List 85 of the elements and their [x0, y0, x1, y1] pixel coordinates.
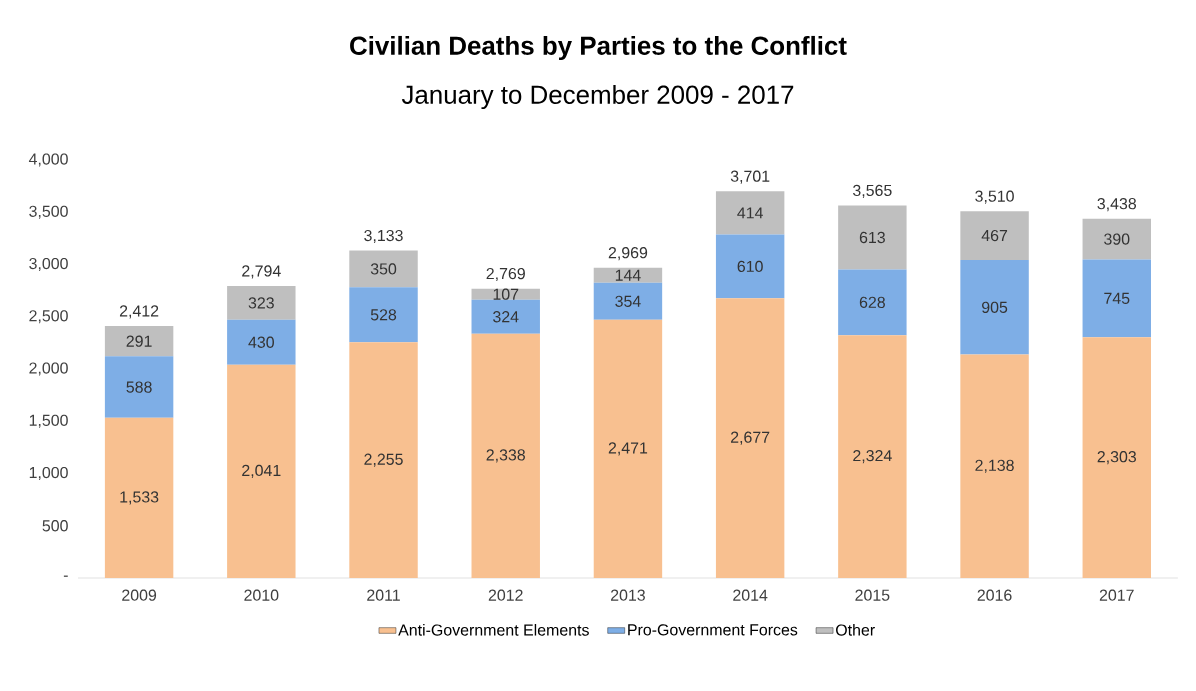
bar: [1082, 218, 1151, 260]
data-label: 323: [248, 297, 274, 309]
bar: [1082, 259, 1151, 338]
bar: [593, 319, 663, 578]
data-label: 107: [493, 288, 519, 300]
data-label: 905: [982, 301, 1008, 313]
bar: [349, 342, 418, 578]
data-label: 2,255: [364, 453, 403, 467]
x-tick-label: 2016: [977, 589, 1012, 601]
chart-title: Civilian Deaths by Parties to the Conflict: [350, 35, 847, 61]
data-label: 324: [493, 311, 519, 323]
bar: [838, 205, 907, 270]
x-tick-label: 2012: [488, 589, 523, 601]
data-label: 350: [370, 263, 397, 275]
chart-subtitle: January to December 2009 - 2017: [401, 84, 794, 110]
data-label: 528: [370, 309, 397, 321]
x-tick-label: 2011: [367, 589, 400, 601]
data-label: 354: [615, 295, 641, 307]
data-label: 414: [737, 207, 763, 219]
bar: [104, 356, 174, 418]
total-label: 3,510: [975, 190, 1014, 204]
bar: [349, 287, 418, 343]
data-label: 2,471: [608, 442, 648, 456]
total-label: 2,794: [242, 265, 281, 279]
data-label: 430: [248, 336, 274, 348]
bar: [227, 319, 296, 365]
bar: [471, 299, 540, 334]
total-label: 2,412: [119, 305, 159, 319]
data-label: 2,677: [731, 431, 770, 445]
y-tick-label: 4,000: [28, 153, 68, 167]
data-label: 610: [737, 260, 763, 273]
total-label: 3,701: [730, 170, 770, 184]
data-label: 2,338: [486, 449, 525, 463]
data-label: 1,533: [120, 491, 159, 505]
legend-label: Other: [836, 623, 875, 636]
bar: [715, 191, 785, 235]
total-label: 2,769: [486, 267, 525, 282]
x-tick-label: 2013: [611, 589, 645, 601]
y-tick-label: 1,000: [29, 466, 68, 481]
y-tick-label: 3,500: [29, 205, 68, 219]
x-tick-label: 2014: [733, 589, 768, 601]
legend-label: Pro-Government Forces: [628, 624, 798, 636]
bar: [960, 354, 1029, 578]
data-label: 2,041: [242, 464, 281, 478]
bar: [715, 298, 785, 578]
bar: [960, 260, 1029, 355]
data-label: 2,303: [1097, 451, 1137, 465]
bar: [838, 335, 907, 578]
data-label: 2,324: [853, 449, 892, 464]
bar: [349, 250, 418, 288]
y-tick-label: 3,000: [29, 257, 68, 272]
x-tick-label: 2009: [122, 589, 157, 601]
bar: [715, 234, 785, 299]
bar: [1082, 337, 1151, 578]
x-tick-label: 2017: [1099, 589, 1134, 601]
data-label: 628: [859, 296, 885, 308]
x-tick-label: 2015: [855, 589, 890, 601]
data-label: 745: [1104, 292, 1130, 304]
y-tick-label: 2,000: [29, 362, 68, 376]
data-label: 390: [1104, 233, 1130, 245]
bar: [227, 286, 296, 320]
data-label: 291: [126, 335, 152, 347]
bar: [960, 211, 1029, 260]
total-label: 2,969: [608, 247, 648, 261]
y-tick-label: 2,500: [29, 310, 68, 324]
bar: [227, 364, 296, 578]
bar: [593, 267, 663, 283]
data-label: 2,138: [975, 459, 1014, 473]
data-label: 467: [981, 229, 1008, 242]
x-tick-label: 2010: [244, 589, 279, 601]
total-label: 3,565: [853, 184, 892, 198]
total-label: 3,133: [364, 229, 403, 244]
data-label: 144: [615, 269, 641, 281]
data-label: 613: [859, 231, 885, 244]
y-tick-label: 500: [42, 520, 68, 532]
y-tick-label: 1,500: [29, 414, 68, 428]
bar: [104, 417, 174, 578]
bar: [593, 282, 663, 320]
total-label: 3,438: [1097, 198, 1137, 212]
bar: [838, 269, 907, 336]
bar: [104, 325, 174, 357]
legend-label: Anti-Government Elements: [398, 623, 589, 636]
bar: [471, 333, 540, 578]
data-label: 588: [126, 381, 152, 393]
y-tick-label: -: [63, 575, 68, 577]
